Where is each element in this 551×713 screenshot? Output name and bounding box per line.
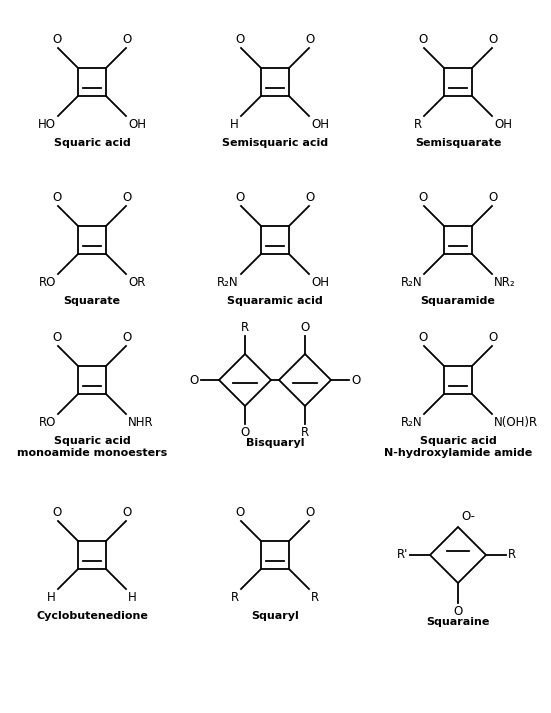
- Text: O: O: [122, 191, 132, 204]
- Text: N(OH)R: N(OH)R: [494, 416, 538, 429]
- Text: Semisquaric acid: Semisquaric acid: [222, 138, 328, 148]
- Text: HO: HO: [38, 118, 56, 131]
- Text: O: O: [52, 33, 62, 46]
- Bar: [78, 366, 106, 394]
- Text: Squarate: Squarate: [63, 296, 121, 306]
- Text: OH: OH: [494, 118, 512, 131]
- Text: O: O: [300, 321, 310, 334]
- Text: R₂N: R₂N: [401, 416, 422, 429]
- Text: O: O: [418, 331, 428, 344]
- Text: Squaramic acid: Squaramic acid: [227, 296, 323, 306]
- Text: OH: OH: [128, 118, 146, 131]
- Text: R₂N: R₂N: [218, 276, 239, 289]
- Text: OR: OR: [128, 276, 145, 289]
- Bar: [261, 68, 289, 96]
- Text: Squaraine: Squaraine: [426, 617, 490, 627]
- Text: H: H: [47, 591, 56, 604]
- Polygon shape: [219, 354, 271, 406]
- Text: O: O: [305, 191, 315, 204]
- Text: O: O: [52, 506, 62, 519]
- Text: NHR: NHR: [128, 416, 154, 429]
- Text: O: O: [52, 191, 62, 204]
- Text: O: O: [351, 374, 360, 386]
- Text: R: R: [414, 118, 422, 131]
- Text: O: O: [305, 33, 315, 46]
- Text: H: H: [128, 591, 137, 604]
- Text: OH: OH: [311, 118, 329, 131]
- Bar: [444, 366, 472, 394]
- Text: O: O: [305, 506, 315, 519]
- Text: O: O: [418, 191, 428, 204]
- Bar: [261, 226, 289, 254]
- Text: R': R': [397, 548, 408, 562]
- Text: O: O: [240, 426, 250, 439]
- Text: O: O: [122, 33, 132, 46]
- Text: R: R: [241, 321, 249, 334]
- Text: O: O: [418, 33, 428, 46]
- Text: Cyclobutenedione: Cyclobutenedione: [36, 611, 148, 621]
- Text: Squaryl: Squaryl: [251, 611, 299, 621]
- Text: O: O: [488, 33, 498, 46]
- Text: Semisquarate: Semisquarate: [415, 138, 501, 148]
- Bar: [78, 226, 106, 254]
- Bar: [444, 226, 472, 254]
- Text: Squaric acid: Squaric acid: [53, 138, 131, 148]
- Text: R: R: [508, 548, 516, 562]
- Text: Bisquaryl: Bisquaryl: [246, 438, 304, 448]
- Text: O: O: [122, 506, 132, 519]
- Bar: [261, 541, 289, 569]
- Text: O: O: [235, 506, 245, 519]
- Text: O: O: [453, 605, 463, 618]
- Bar: [78, 541, 106, 569]
- Text: Squaric acid
N-hydroxylamide amide: Squaric acid N-hydroxylamide amide: [384, 436, 532, 458]
- Text: O: O: [235, 33, 245, 46]
- Text: O-: O-: [461, 510, 475, 523]
- Bar: [444, 68, 472, 96]
- Text: O: O: [52, 331, 62, 344]
- Text: Squaramide: Squaramide: [420, 296, 495, 306]
- Text: O: O: [488, 191, 498, 204]
- Polygon shape: [279, 354, 331, 406]
- Text: O: O: [488, 331, 498, 344]
- Text: O: O: [235, 191, 245, 204]
- Text: O: O: [122, 331, 132, 344]
- Text: R₂N: R₂N: [401, 276, 422, 289]
- Text: OH: OH: [311, 276, 329, 289]
- Text: Squaric acid
monoamide monoesters: Squaric acid monoamide monoesters: [17, 436, 167, 458]
- Text: RO: RO: [39, 276, 56, 289]
- Text: NR₂: NR₂: [494, 276, 516, 289]
- Text: R: R: [311, 591, 319, 604]
- Text: O: O: [190, 374, 199, 386]
- Text: R: R: [231, 591, 239, 604]
- Text: R: R: [301, 426, 309, 439]
- Text: H: H: [230, 118, 239, 131]
- Text: RO: RO: [39, 416, 56, 429]
- Polygon shape: [430, 527, 486, 583]
- Bar: [78, 68, 106, 96]
